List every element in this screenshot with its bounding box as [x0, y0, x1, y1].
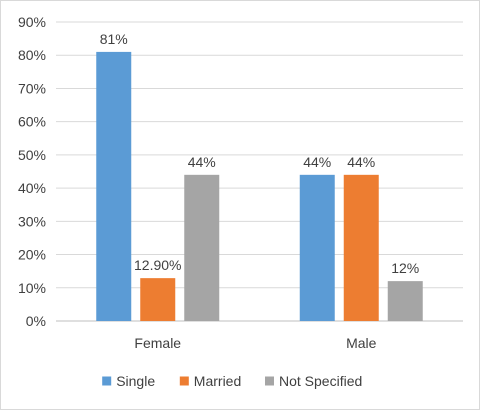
bar-not-specified-female	[184, 174, 220, 321]
bar-married-male	[343, 174, 379, 321]
legend-item-single: Single	[102, 373, 155, 389]
bar-not-specified-male	[387, 281, 423, 321]
legend-item-married: Married	[179, 373, 241, 389]
x-category-label: Male	[346, 335, 377, 351]
legend-swatch	[179, 376, 189, 386]
data-label: 44%	[347, 154, 375, 170]
y-tick-label: 40%	[18, 180, 46, 196]
bar-married-female	[140, 278, 176, 321]
x-category-label: Female	[134, 335, 181, 351]
y-tick-label: 80%	[18, 47, 46, 63]
data-labels: 81% 12.90% 44% 44% 44% 12%	[100, 31, 420, 276]
y-tick-label: 50%	[18, 147, 46, 163]
data-label: 12%	[391, 260, 419, 276]
x-axis-categories: Female Male	[134, 335, 376, 351]
legend-item-not-specified: Not Specified	[265, 373, 362, 389]
bars	[96, 51, 423, 322]
legend: Single Married Not Specified	[102, 373, 362, 389]
y-tick-label: 30%	[18, 213, 46, 229]
y-tick-label: 20%	[18, 247, 46, 263]
y-tick-label: 0%	[26, 313, 46, 329]
y-tick-label: 90%	[18, 14, 46, 30]
data-label: 44%	[188, 154, 216, 170]
bar-single-male	[299, 174, 335, 321]
legend-label: Single	[116, 373, 155, 389]
y-tick-label: 10%	[18, 280, 46, 296]
data-label: 81%	[100, 31, 128, 47]
y-tick-label: 70%	[18, 80, 46, 96]
legend-swatch	[265, 376, 274, 386]
data-label: 12.90%	[134, 257, 181, 273]
legend-swatch	[102, 376, 112, 386]
legend-label: Married	[194, 373, 241, 389]
legend-label: Not Specified	[279, 373, 362, 389]
data-label: 44%	[303, 154, 331, 170]
bar-single-female	[96, 51, 132, 322]
y-axis-ticks: 0% 10% 20% 30% 40% 50% 60% 70% 80% 90%	[18, 14, 46, 329]
y-tick-label: 60%	[18, 114, 46, 130]
